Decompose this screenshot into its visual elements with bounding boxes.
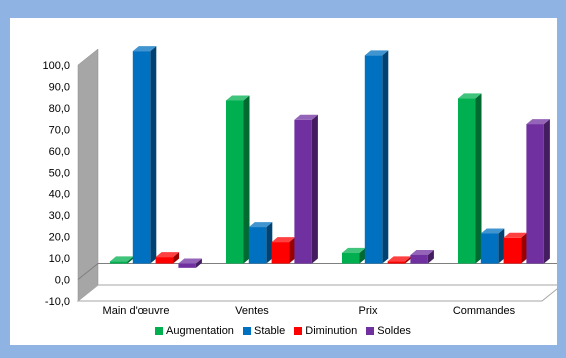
x-tick-label: Prix bbox=[359, 305, 378, 317]
y-tick-label: 90,0 bbox=[49, 81, 70, 93]
bar bbox=[342, 252, 360, 264]
legend-swatch-stable bbox=[243, 327, 251, 335]
bar bbox=[271, 242, 290, 264]
y-tick-label: 80,0 bbox=[49, 103, 70, 115]
legend-item: Augmentation bbox=[155, 325, 234, 337]
y-tick-label: 0,0 bbox=[55, 275, 70, 287]
bar-side bbox=[150, 46, 157, 264]
bar bbox=[110, 261, 128, 264]
bar-top bbox=[110, 256, 134, 262]
legend-label: Stable bbox=[254, 325, 286, 337]
bar-side bbox=[405, 256, 412, 264]
x-tick-label: Main d'œuvre bbox=[103, 305, 170, 317]
legend-label: Augmentation bbox=[166, 325, 234, 337]
bar-side bbox=[427, 249, 434, 264]
bar-top bbox=[503, 232, 528, 238]
y-tick-label: 60,0 bbox=[49, 146, 70, 158]
bar-top bbox=[526, 119, 550, 125]
legend-swatch-soldes bbox=[366, 327, 375, 335]
bar-top bbox=[387, 256, 412, 262]
bar-top bbox=[155, 252, 180, 258]
bar-top bbox=[271, 237, 296, 243]
bar bbox=[458, 98, 476, 264]
y-tick-label: 30,0 bbox=[49, 210, 70, 222]
bar bbox=[294, 119, 312, 264]
bar-top bbox=[364, 50, 389, 56]
legend-item: Diminution bbox=[294, 325, 357, 337]
bar-top bbox=[132, 46, 157, 52]
bar bbox=[503, 237, 522, 264]
floor bbox=[76, 284, 557, 302]
bar-side bbox=[543, 119, 550, 264]
bar bbox=[132, 51, 151, 264]
bar-side bbox=[311, 114, 318, 264]
y-tick-label: -10,0 bbox=[45, 296, 70, 308]
bar-side bbox=[475, 93, 482, 264]
bar-side bbox=[359, 247, 366, 264]
y-tick-label: 70,0 bbox=[49, 124, 70, 136]
x-tick-label: Ventes bbox=[235, 305, 269, 317]
bar-side bbox=[266, 222, 273, 264]
x-tick-label: Commandes bbox=[453, 305, 516, 317]
bar-top bbox=[410, 249, 434, 255]
bar bbox=[226, 100, 244, 264]
y-tick-label: 40,0 bbox=[49, 189, 70, 201]
side-wall bbox=[77, 48, 99, 302]
y-tick-label: 10,0 bbox=[49, 253, 70, 265]
bar-top bbox=[226, 95, 250, 101]
bar-top bbox=[248, 222, 273, 228]
y-tick-label: 100,0 bbox=[42, 60, 70, 72]
legend-label: Soldes bbox=[377, 325, 411, 337]
zero-line bbox=[77, 263, 557, 280]
bar-top bbox=[342, 247, 366, 253]
chart-area: -10,0 0,0 10,0 20,0 30,0 40,0 50,0 60,0 70,0 80,0… bbox=[10, 18, 557, 345]
legend-item: Stable bbox=[243, 325, 285, 337]
bar-side bbox=[243, 95, 250, 264]
bar-top bbox=[480, 228, 505, 234]
bar bbox=[410, 254, 428, 264]
legend: Augmentation Stable Diminution Soldes bbox=[0, 325, 566, 338]
bar bbox=[480, 233, 499, 264]
bar bbox=[248, 227, 267, 264]
bar-side bbox=[521, 232, 528, 264]
bar-top bbox=[458, 93, 482, 99]
bar bbox=[526, 124, 544, 264]
bar-top bbox=[178, 258, 202, 264]
bar-side bbox=[195, 258, 202, 268]
y-tick-label: 20,0 bbox=[49, 232, 70, 244]
bar bbox=[155, 257, 174, 264]
bar-side bbox=[173, 252, 180, 264]
legend-swatch-augmentation bbox=[155, 327, 164, 335]
bar-side bbox=[127, 256, 134, 264]
legend-item: Soldes bbox=[366, 325, 411, 337]
bar-chart: -10,0 0,0 10,0 20,0 30,0 40,0 50,0 60,0 70,0 80,0… bbox=[42, 46, 557, 317]
bar bbox=[387, 261, 406, 264]
bar bbox=[364, 55, 383, 264]
bar bbox=[178, 263, 196, 268]
legend-swatch-diminution bbox=[294, 327, 303, 335]
bar-top bbox=[294, 114, 318, 120]
bar-side bbox=[289, 237, 296, 264]
bar-side bbox=[382, 50, 389, 264]
y-tick-label: 50,0 bbox=[49, 167, 70, 179]
legend-label: Diminution bbox=[305, 325, 358, 337]
bar-side bbox=[498, 228, 505, 264]
